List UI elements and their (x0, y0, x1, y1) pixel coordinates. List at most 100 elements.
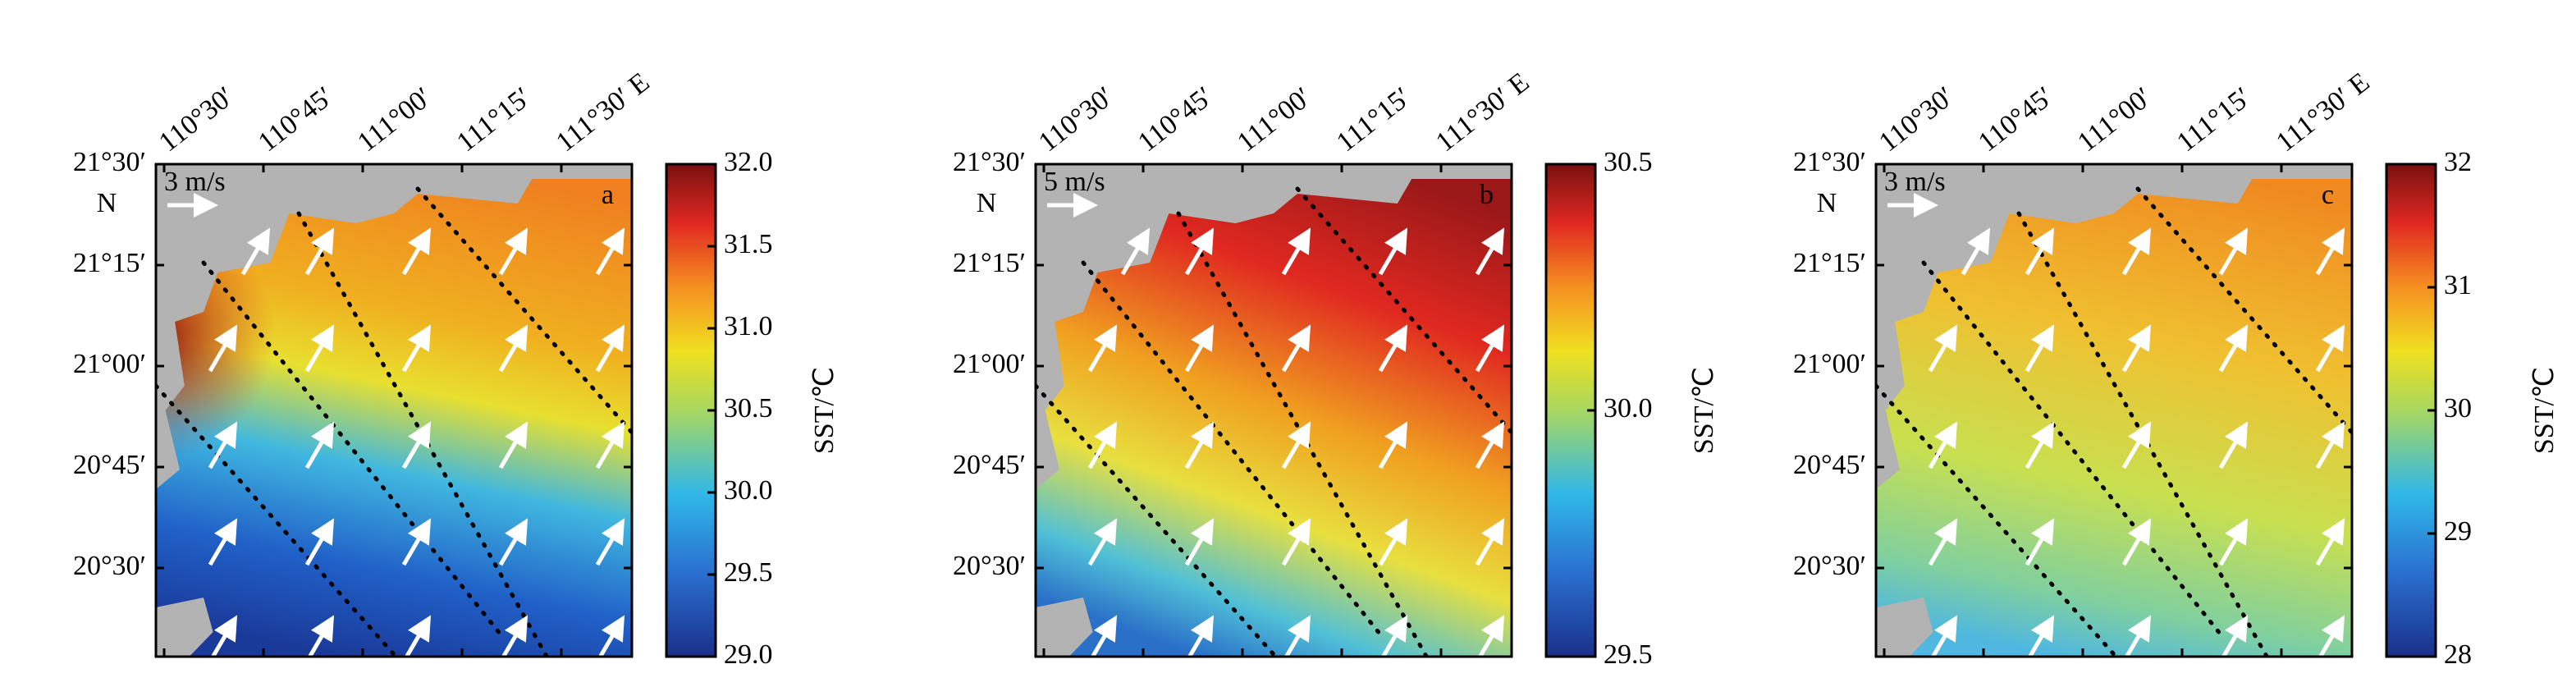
colorbar-tick-label: 31.0 (724, 311, 773, 341)
wind-arrow (240, 227, 271, 276)
wind-arrow (501, 615, 528, 657)
lat-label: 21°15′ (73, 248, 146, 278)
lat-label: 20°45′ (953, 450, 1026, 480)
lon-label: 111°30′ E (551, 67, 655, 158)
wind-arrow (1380, 615, 1408, 657)
map-panel: 3 m/s a 110°30′ 110°45′ 111°00′ 111°15′ 111°30… (73, 67, 840, 670)
wind-arrow (210, 615, 238, 657)
colorbar-tick-label: 30.0 (1604, 393, 1653, 424)
wind-arrow (208, 518, 238, 566)
wind-arrow (208, 324, 238, 373)
wind-arrow (1281, 518, 1311, 566)
map-area (1036, 164, 1512, 657)
wind-arrow (1475, 324, 1505, 373)
land (1036, 598, 1093, 657)
wind-arrow (2317, 615, 2345, 657)
colorbar-tick-label: 29.5 (1604, 639, 1653, 670)
map-panel: 5 m/s b 110°30′ 110°45′ 111°00′ 111°15′ 111°30… (953, 67, 1719, 670)
transect (1295, 186, 1512, 436)
transect (296, 211, 550, 657)
wind-arrow (1281, 227, 1311, 276)
colorbar-tick-label: 30.5 (724, 393, 773, 424)
wind-arrow (1184, 518, 1215, 566)
wind-arrow (2218, 324, 2249, 373)
wind-arrow (2124, 615, 2152, 657)
land (1876, 598, 1933, 657)
wind-arrow (1475, 421, 1505, 469)
lat-label: 21°30′ (1793, 147, 1866, 177)
colorbar-tick-label: 32 (2444, 147, 2472, 177)
lat-label: 20°30′ (953, 551, 1026, 581)
wind-arrow (498, 324, 528, 373)
wind-arrow (2025, 518, 2055, 566)
wind-arrow (2221, 615, 2249, 657)
wind-arrow (1928, 421, 1958, 469)
frame (1034, 163, 1513, 658)
wind-arrow (304, 518, 335, 566)
wind-arrow (1378, 421, 1408, 469)
wind-arrow (2315, 421, 2345, 469)
wind-arrow (401, 518, 432, 566)
transect (1176, 211, 1430, 657)
panel-letter: c (2322, 180, 2334, 210)
colorbar-tick-label: 29.5 (724, 557, 773, 588)
wind-arrow (2315, 518, 2345, 566)
wind-arrow (1184, 324, 1215, 373)
lat-suffix: N (97, 188, 117, 218)
lat-label: 20°45′ (73, 450, 146, 480)
wind-arrow (404, 615, 432, 657)
land (1876, 164, 2352, 489)
lon-label: 111°30′ E (2271, 67, 2375, 158)
lat-label: 20°45′ (1793, 450, 1866, 480)
wind-arrow (597, 615, 625, 657)
wind-arrow (1120, 227, 1151, 276)
transect (156, 383, 399, 657)
wind-arrow (1087, 421, 1118, 469)
scale-label: 3 m/s (164, 167, 226, 197)
lat-suffix: N (977, 188, 997, 218)
wind-arrow (2025, 421, 2055, 469)
wind-arrow (2121, 518, 2152, 566)
lat-label: 21°15′ (953, 248, 1026, 278)
colorbar-label: SST/℃ (809, 367, 840, 454)
wind-arrow (595, 421, 625, 469)
wind-arrow (498, 518, 528, 566)
colorbar-tick-label: 30.0 (724, 475, 773, 506)
land (156, 598, 213, 657)
transect (1081, 260, 1381, 634)
colorbar-tick-label: 31.5 (724, 229, 773, 259)
wind-arrow (2315, 324, 2345, 373)
wind-arrow (1281, 324, 1311, 373)
colorbar-tick-label: 28 (2444, 639, 2472, 670)
wind-arrow (1930, 615, 1958, 657)
wind-arrow (595, 518, 625, 566)
wind-arrow (1475, 518, 1505, 566)
lon-label: 110°30′ (153, 81, 240, 158)
map-area (156, 164, 632, 657)
wind-arrow (1378, 324, 1408, 373)
land (156, 164, 632, 489)
colorbar-label: SST/℃ (1689, 367, 1719, 454)
lon-label: 111°00′ (1232, 82, 1317, 158)
scale-label: 3 m/s (1884, 167, 1946, 197)
transect (201, 260, 501, 634)
wind-arrow (498, 227, 528, 276)
lat-suffix: N (1817, 188, 1837, 218)
lon-label: 111°15′ (451, 82, 537, 158)
lat-label: 21°00′ (73, 349, 146, 379)
transect (415, 186, 632, 436)
transect (1036, 383, 1279, 657)
wind-arrow (1928, 518, 1958, 566)
wind-arrow (401, 227, 432, 276)
wind-arrow (1184, 421, 1215, 469)
lat-label: 20°30′ (1793, 551, 1866, 581)
lon-label: 111°15′ (1331, 82, 1416, 158)
lon-label: 110°45′ (1973, 81, 2059, 158)
wind-arrow (1283, 615, 1311, 657)
wind-arrow (304, 421, 335, 469)
frame (1874, 163, 2354, 658)
transect (1921, 260, 2221, 634)
colorbar-tick-label: 32.0 (724, 147, 773, 177)
wind-arrow (2025, 227, 2055, 276)
wind-arrow (1187, 615, 1215, 657)
